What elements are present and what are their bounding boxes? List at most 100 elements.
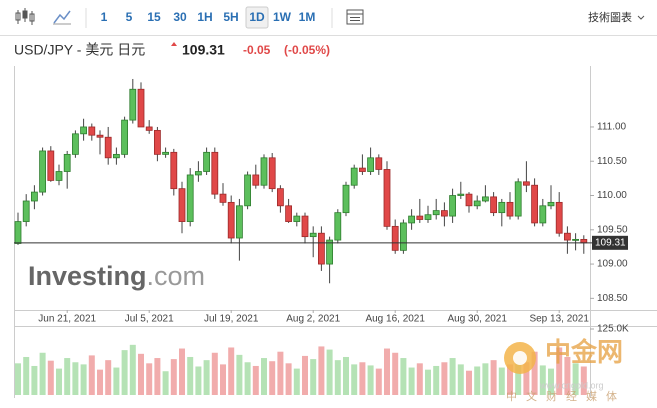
volume-bar: [277, 351, 284, 395]
candle-body: [72, 133, 79, 155]
volume-bar: [146, 363, 153, 395]
brand-tagline: 中文财经媒体: [506, 389, 626, 403]
volume-bar: [441, 362, 448, 395]
volume-bar: [498, 367, 505, 395]
candle-body: [276, 188, 284, 207]
volume-bar: [236, 354, 243, 395]
watermark: Investing.com: [28, 261, 205, 291]
candle-body: [47, 150, 55, 181]
y-tick-label: 111.00: [597, 122, 627, 133]
candle-body: [498, 201, 506, 214]
candle-body: [178, 188, 186, 222]
volume-bar: [400, 358, 407, 395]
candle-body: [219, 193, 227, 203]
y-tick-label: 108.50: [597, 293, 628, 304]
timeframe-button[interactable]: 1: [101, 10, 108, 24]
x-tick-label: Sep 13, 2021: [529, 314, 589, 325]
candle-body: [30, 191, 38, 202]
candle-body: [129, 88, 137, 121]
candle-body: [63, 153, 71, 172]
candle-body: [531, 184, 538, 224]
volume-bar: [580, 366, 587, 395]
candle-body: [432, 210, 440, 216]
x-tick-label: Jul 5, 2021: [125, 314, 174, 325]
candle-body: [14, 221, 22, 244]
candle-body: [391, 225, 399, 251]
volume-bar: [384, 348, 390, 395]
candle-body: [309, 232, 317, 238]
y-tick-label: 109.50: [597, 224, 628, 235]
table-icon[interactable]: [346, 9, 364, 25]
volume-tick-label: 125.0K: [597, 324, 629, 335]
timeframe-button[interactable]: 1H: [197, 10, 212, 24]
volume-bar: [293, 368, 300, 395]
candle-body: [235, 205, 243, 239]
volume-bar: [449, 358, 456, 395]
candle-body: [145, 126, 153, 131]
volume-bar: [556, 347, 563, 395]
volume-bar: [367, 365, 374, 395]
candle-body: [514, 181, 522, 217]
volume-bar: [121, 350, 128, 395]
candle-body: [580, 238, 588, 244]
candle-body: [137, 88, 145, 128]
brand-name: 中金网: [545, 337, 623, 367]
volume-bar: [179, 348, 185, 395]
candle-body: [203, 151, 211, 172]
last-price-label: 109.31: [595, 237, 626, 248]
volume-bar: [228, 347, 235, 395]
candle-body: [399, 222, 407, 251]
volume-bar: [129, 344, 136, 395]
volume-bar: [97, 369, 103, 395]
candle-body: [564, 232, 571, 241]
candle-body: [285, 205, 293, 222]
volume-bar: [195, 366, 202, 395]
y-tick-label: 110.50: [597, 156, 627, 167]
volume-bar: [170, 359, 177, 395]
x-tick-label: Aug 2, 2021: [286, 314, 340, 325]
volume-bar: [310, 359, 317, 395]
brand-url: www.cngold.org: [539, 380, 604, 390]
candle-body: [252, 174, 260, 186]
timeframe-button[interactable]: 30: [173, 10, 187, 24]
candle-body: [449, 195, 457, 217]
candle-body: [481, 196, 489, 202]
volume-bar: [392, 352, 399, 395]
volume-bar: [56, 368, 62, 395]
candle-body: [162, 151, 170, 155]
candle-body: [416, 215, 424, 220]
timeframe-button[interactable]: 5: [126, 10, 133, 24]
candle-body: [334, 212, 342, 241]
candle-body: [572, 238, 579, 241]
volume-bar: [416, 363, 423, 395]
timeframe-button[interactable]: 5H: [223, 10, 238, 24]
volume-bar: [220, 364, 226, 395]
volume-bar: [375, 368, 382, 395]
candle-body: [367, 157, 375, 172]
watermark-main: Investing: [28, 261, 147, 291]
candle-body: [457, 193, 465, 196]
dropdown-arrow: [637, 15, 645, 20]
candle-body: [96, 134, 104, 138]
candle-body: [358, 167, 366, 172]
volume-bar: [548, 368, 554, 395]
x-tick-label: Jul 19, 2021: [204, 314, 259, 325]
timeframe-button[interactable]: 1D: [249, 10, 265, 24]
volume-bar: [433, 365, 440, 395]
candle-body: [22, 200, 30, 222]
candle-icon[interactable]: [15, 8, 35, 25]
timeframe-button[interactable]: 15: [147, 10, 161, 24]
volume-bar: [408, 367, 415, 395]
volume-bar: [23, 356, 30, 395]
volume-bar: [326, 349, 333, 395]
timeframe-button[interactable]: 1W: [273, 10, 292, 24]
line-icon[interactable]: [53, 10, 71, 25]
candle-body: [301, 215, 309, 238]
candle-body: [408, 215, 416, 224]
timeframe-button[interactable]: 1M: [299, 10, 316, 24]
candle-body: [244, 174, 252, 207]
candle-body: [268, 157, 276, 190]
tech-chart-link[interactable]: 技術圖表: [588, 10, 632, 24]
